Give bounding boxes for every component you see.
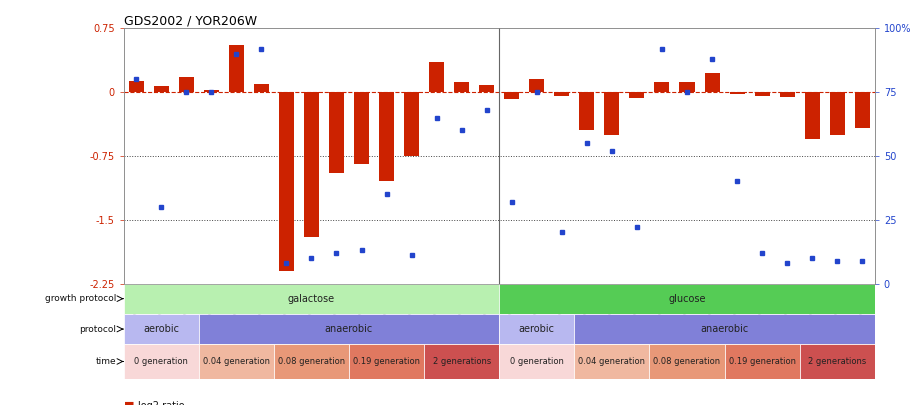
Bar	[780, 92, 795, 97]
Bar	[278, 92, 294, 271]
Bar	[729, 92, 745, 94]
Bar	[529, 79, 544, 92]
Bar	[574, 314, 875, 344]
Bar	[199, 344, 274, 379]
Bar	[429, 62, 444, 92]
Bar	[379, 92, 394, 181]
Text: GDS2002 / YOR206W: GDS2002 / YOR206W	[124, 14, 256, 27]
Bar	[154, 86, 169, 92]
Text: glucose: glucose	[669, 294, 705, 304]
Text: anaerobic: anaerobic	[325, 324, 373, 334]
Bar	[504, 92, 519, 99]
Bar	[680, 82, 694, 92]
Bar	[404, 92, 420, 156]
Bar	[629, 92, 645, 98]
Text: galactose: galactose	[288, 294, 335, 304]
Bar	[755, 92, 769, 96]
Bar	[554, 92, 570, 96]
Bar	[124, 344, 199, 379]
Bar	[179, 77, 194, 92]
Text: aerobic: aerobic	[518, 324, 555, 334]
Bar	[354, 92, 369, 164]
Text: 0.08 generation: 0.08 generation	[653, 357, 721, 366]
Bar	[605, 92, 619, 134]
Bar	[499, 344, 574, 379]
Text: 0.08 generation: 0.08 generation	[278, 357, 345, 366]
Bar	[124, 314, 199, 344]
Bar	[855, 92, 870, 128]
Text: 0.19 generation: 0.19 generation	[728, 357, 796, 366]
Bar	[479, 85, 495, 92]
Text: 0.04 generation: 0.04 generation	[202, 357, 270, 366]
Text: 2 generations: 2 generations	[432, 357, 491, 366]
Bar	[574, 344, 649, 379]
Text: time: time	[95, 357, 116, 366]
Text: growth protocol: growth protocol	[45, 294, 116, 303]
Bar	[454, 82, 469, 92]
Text: aerobic: aerobic	[143, 324, 180, 334]
Bar	[804, 92, 820, 139]
Text: 0.04 generation: 0.04 generation	[578, 357, 646, 366]
Bar	[128, 81, 144, 92]
Bar	[304, 92, 319, 237]
Bar	[654, 82, 670, 92]
Bar	[254, 83, 269, 92]
Text: protocol: protocol	[79, 324, 116, 334]
Bar	[800, 344, 875, 379]
Text: 0.19 generation: 0.19 generation	[353, 357, 420, 366]
Bar	[199, 314, 499, 344]
Bar	[725, 344, 800, 379]
Bar	[704, 73, 720, 92]
Text: ■: ■	[124, 401, 137, 405]
Text: 0 generation: 0 generation	[135, 357, 188, 366]
Bar	[274, 344, 349, 379]
Bar	[229, 45, 244, 92]
Bar	[830, 92, 845, 134]
Text: anaerobic: anaerobic	[701, 324, 748, 334]
Bar	[579, 92, 594, 130]
Bar	[329, 92, 344, 173]
Bar	[424, 344, 499, 379]
Bar	[349, 344, 424, 379]
Text: log2 ratio: log2 ratio	[138, 401, 185, 405]
Text: 0 generation: 0 generation	[510, 357, 563, 366]
Text: 2 generations: 2 generations	[808, 357, 867, 366]
Bar	[203, 90, 219, 92]
Bar	[649, 344, 725, 379]
Bar	[124, 284, 499, 314]
Bar	[499, 314, 574, 344]
Bar	[499, 284, 875, 314]
